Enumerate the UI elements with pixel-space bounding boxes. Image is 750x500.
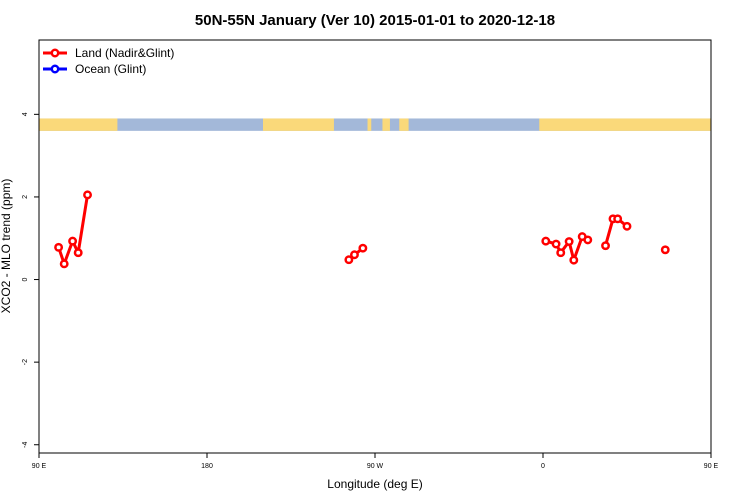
x-axis: 90 E 180 90 W 0 90 E 180 [32, 453, 745, 470]
land-band [367, 118, 372, 131]
legend-label: Land (Nadir&Glint) [75, 46, 174, 60]
land-band [263, 118, 334, 131]
data-layer [54, 190, 750, 269]
y-tick-label: -2 [22, 359, 29, 365]
x-tick-label: 90 E [32, 463, 47, 470]
data-point [73, 248, 83, 258]
data-point [727, 244, 733, 250]
data-point [733, 261, 739, 267]
land-band [39, 118, 118, 131]
data-point [564, 237, 574, 246]
data-point [68, 236, 78, 246]
data-point [350, 250, 359, 260]
x-tick-label: 180 [733, 463, 745, 470]
land-band [382, 118, 390, 131]
series-line [57, 194, 89, 266]
data-point [660, 245, 670, 255]
data-point [541, 236, 551, 246]
data-point [622, 221, 632, 231]
x-tick-label: 180 [201, 463, 213, 470]
chart-title: 50N-55N January (Ver 10) 2015-01-01 to 2… [195, 12, 555, 29]
data-point [601, 241, 610, 251]
y-tick-label: -4 [22, 442, 29, 448]
data-point [551, 239, 561, 249]
data-point [613, 214, 623, 224]
series-line [731, 195, 750, 264]
y-tick-label: 2 [22, 195, 29, 199]
data-point [59, 259, 69, 269]
legend: Land (Nadir&Glint) Ocean (Glint) [43, 46, 174, 76]
y-tick-label: 0 [22, 277, 29, 281]
data-point [83, 190, 92, 200]
y-axis: -4 -2 0 2 4 [22, 112, 39, 448]
legend-marker [50, 64, 60, 74]
data-point [344, 255, 354, 265]
legend-label: Ocean (Glint) [75, 62, 146, 76]
legend-marker [50, 48, 60, 58]
x-tick-label: 0 [541, 463, 545, 470]
land-band [399, 118, 409, 131]
data-point [54, 242, 64, 252]
x-tick-label: 90 E [704, 463, 719, 470]
data-point [741, 238, 747, 244]
x-tick-label: 90 W [367, 463, 384, 470]
land-ocean-strip [39, 118, 711, 131]
y-tick-label: 4 [22, 112, 29, 116]
land-band [539, 118, 711, 131]
data-point [556, 248, 566, 258]
x-axis-label: Longitude (deg E) [327, 477, 422, 491]
data-point [358, 243, 368, 253]
plot-frame [38, 39, 712, 454]
data-point [583, 235, 593, 245]
y-axis-label: XCO2 - MLO trend (ppm) [0, 179, 13, 314]
data-point [569, 255, 579, 265]
